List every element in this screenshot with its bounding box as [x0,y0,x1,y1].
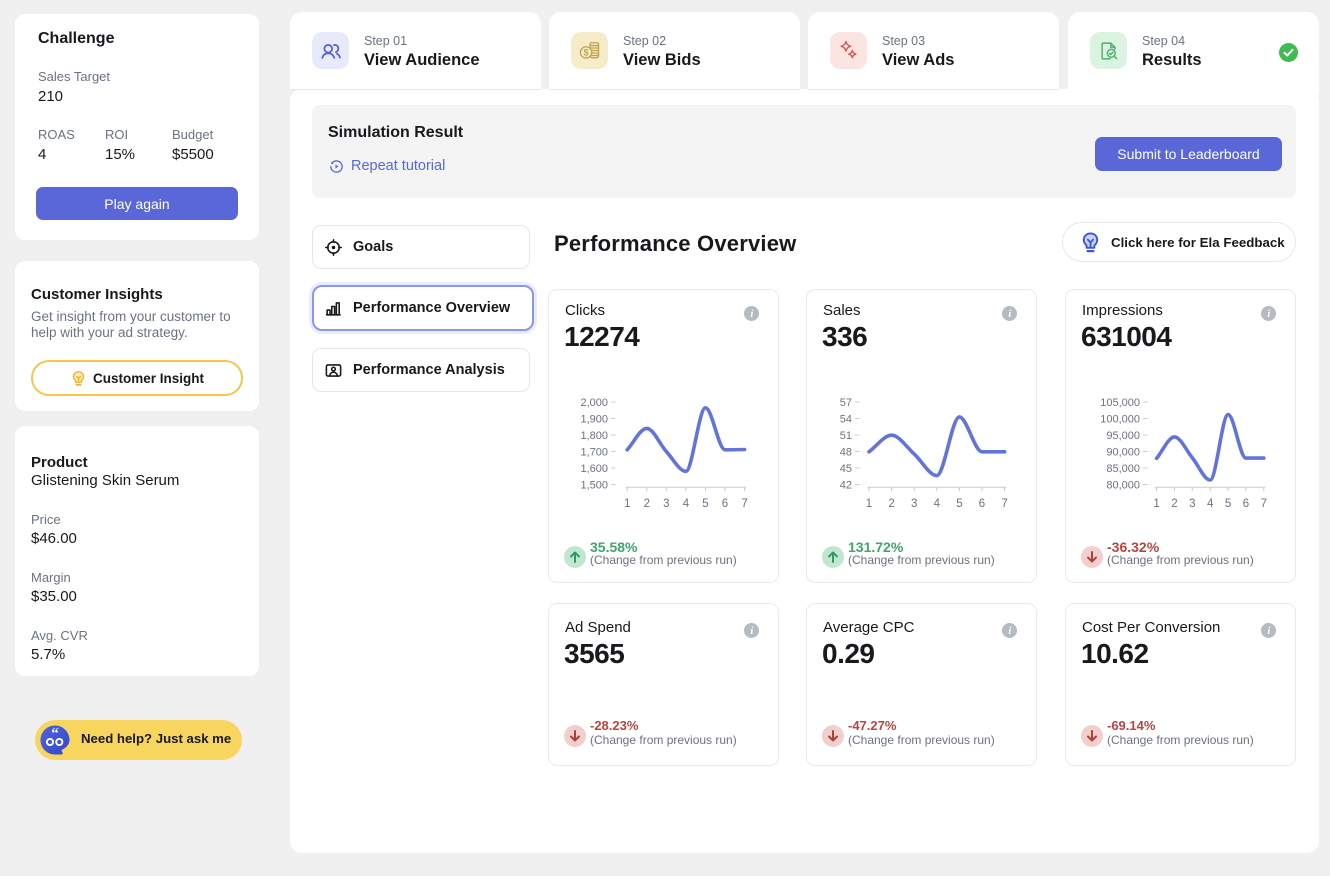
svg-text:95,000: 95,000 [1106,430,1140,442]
svg-text:5: 5 [1225,498,1231,510]
svg-text:i: i [1267,309,1270,320]
svg-text:1: 1 [1153,498,1159,510]
svg-text:1,800: 1,800 [580,430,608,442]
svg-text:85,000: 85,000 [1106,463,1140,475]
svg-text:5: 5 [702,498,708,510]
svg-text:2: 2 [1171,498,1177,510]
svg-text:45: 45 [840,463,852,475]
svg-text:i: i [750,626,753,637]
svg-text:“: “ [51,726,59,742]
svg-text:i: i [1008,626,1011,637]
svg-text:7: 7 [1261,498,1267,510]
svg-text:100,000: 100,000 [1100,414,1140,426]
svg-text:3: 3 [663,498,669,510]
svg-text:1,500: 1,500 [580,480,608,492]
svg-text:80,000: 80,000 [1106,480,1140,492]
svg-text:3: 3 [1189,498,1195,510]
svg-text:1: 1 [866,498,872,510]
svg-text:2,000: 2,000 [580,397,608,409]
svg-text:i: i [750,309,753,320]
svg-text:6: 6 [1243,498,1249,510]
svg-text:105,000: 105,000 [1100,397,1140,409]
svg-text:i: i [1267,626,1270,637]
svg-text:90,000: 90,000 [1106,447,1140,459]
svg-text:54: 54 [840,414,852,426]
svg-text:42: 42 [840,480,852,492]
svg-text:1,700: 1,700 [580,447,608,459]
svg-text:6: 6 [722,498,728,510]
svg-text:3: 3 [911,498,917,510]
svg-text:i: i [1008,309,1011,320]
svg-text:4: 4 [934,498,941,510]
svg-text:1: 1 [624,498,630,510]
svg-text:57: 57 [840,397,852,409]
svg-text:6: 6 [979,498,985,510]
svg-text:1,900: 1,900 [580,414,608,426]
svg-text:7: 7 [741,498,747,510]
svg-text:2: 2 [888,498,894,510]
svg-text:5: 5 [956,498,962,510]
svg-text:51: 51 [840,430,852,442]
svg-text:7: 7 [1001,498,1007,510]
svg-text:2: 2 [644,498,650,510]
svg-text:$: $ [584,47,589,57]
svg-text:4: 4 [683,498,690,510]
svg-text:1,600: 1,600 [580,463,608,475]
svg-text:4: 4 [1207,498,1214,510]
svg-text:48: 48 [840,447,852,459]
